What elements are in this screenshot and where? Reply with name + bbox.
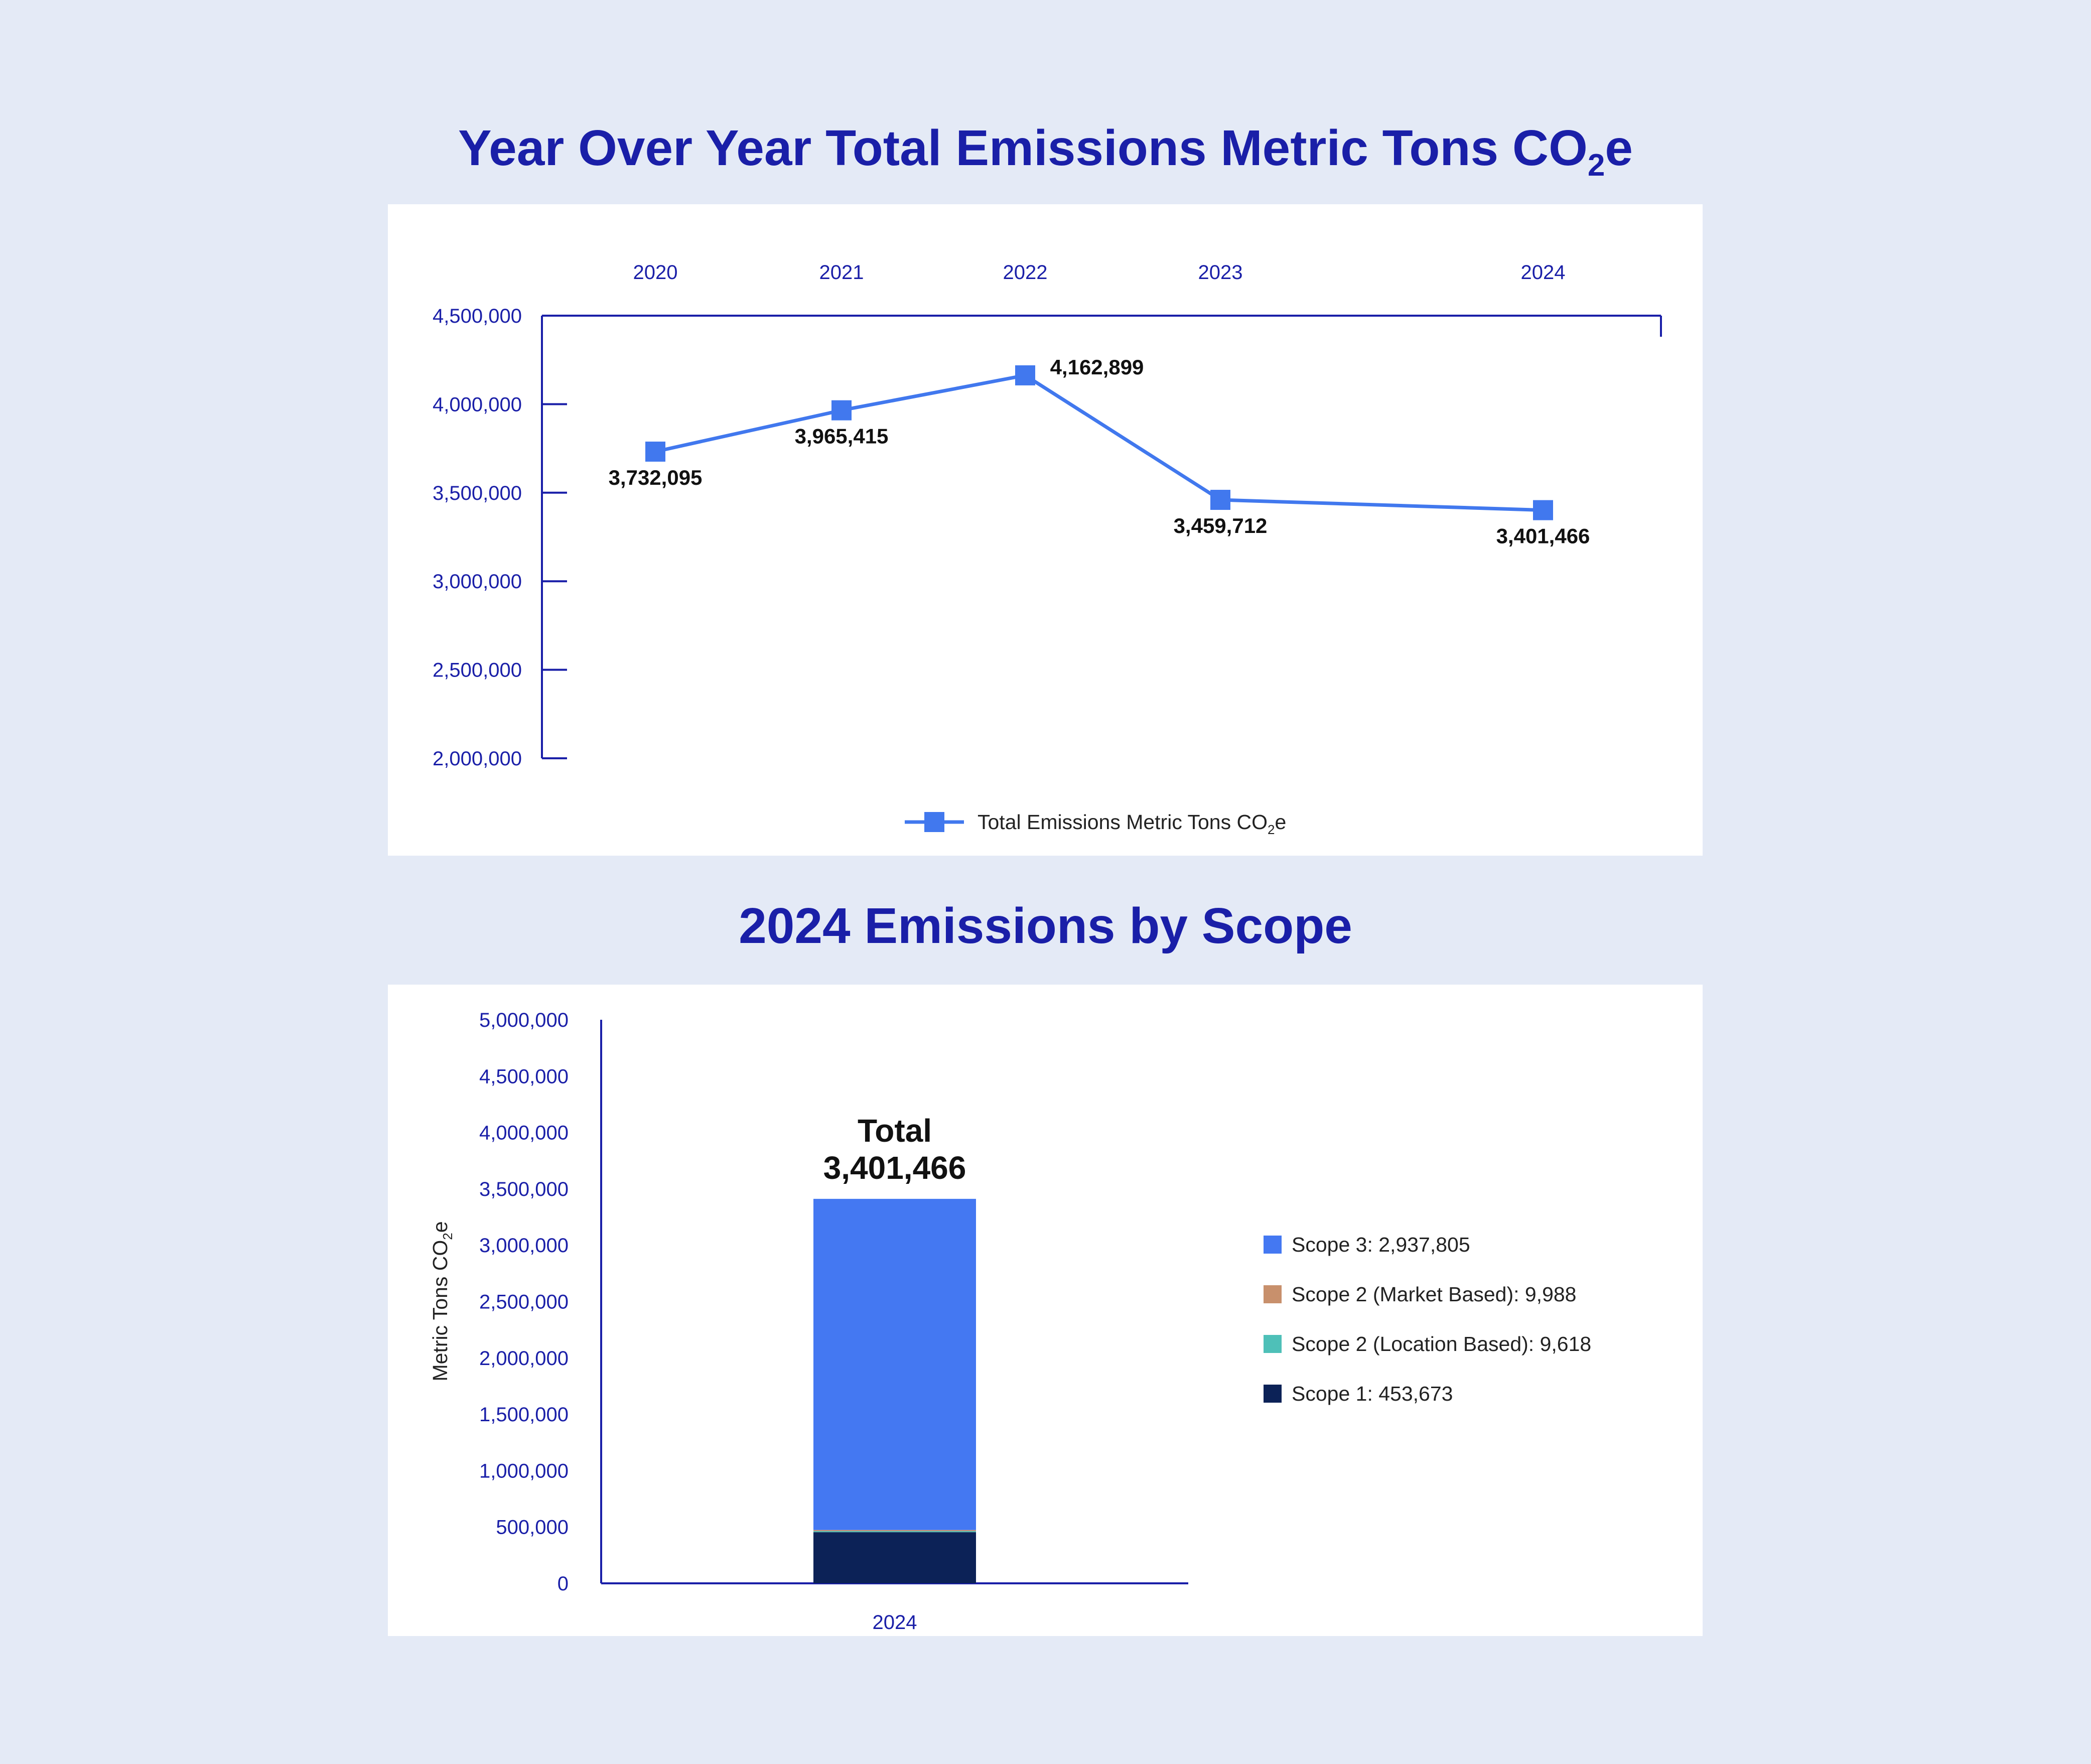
x-tick-label: 2024 <box>873 1611 917 1634</box>
data-label: 4,162,899 <box>1050 355 1144 379</box>
y-tick-label: 1,500,000 <box>479 1404 569 1426</box>
series-line <box>655 373 1544 512</box>
bar-segment-scope-2-location-based- <box>813 1531 976 1533</box>
y-tick-label: 4,000,000 <box>479 1122 569 1144</box>
y-tick-label: 4,500,000 <box>479 1065 569 1088</box>
y-tick-label: 3,500,000 <box>479 1178 569 1200</box>
legend-swatch <box>1264 1335 1282 1353</box>
x-tick-label: 2023 <box>1198 261 1243 284</box>
data-label: 3,965,415 <box>795 425 889 448</box>
y-tick-label: 3,000,000 <box>433 571 522 593</box>
data-point-marker <box>1533 500 1553 520</box>
y-axis-title: Metric Tons CO2e <box>429 1221 455 1381</box>
bar-chart-panel: 5,000,000 4,500,000 4,000,000 3,500,000 3,00… <box>388 985 1703 1636</box>
y-tick-label: 4,500,000 <box>433 305 522 327</box>
bar-segment-scope-1 <box>813 1532 976 1583</box>
legend-label: Total Emissions Metric Tons CO2e <box>978 810 1286 837</box>
legend-label: Scope 2 (Market Based): 9,988 <box>1292 1283 1576 1306</box>
x-tick-label: 2020 <box>633 261 678 284</box>
data-point-marker <box>1015 365 1035 385</box>
y-tick-label: 4,000,000 <box>433 393 522 416</box>
legend-swatch <box>1264 1236 1282 1254</box>
y-tick-label: 1,000,000 <box>479 1460 569 1482</box>
y-tick-label: 5,000,000 <box>479 1009 569 1031</box>
legend-marker <box>924 812 944 832</box>
y-tick-label: 2,500,000 <box>433 659 522 682</box>
bar-chart: 5,000,000 4,500,000 4,000,000 3,500,000 3,00… <box>429 1009 1591 1634</box>
legend-label: Scope 2 (Location Based): 9,618 <box>1292 1332 1591 1355</box>
y-tick-label: 0 <box>557 1573 569 1595</box>
bar-segment-scope-3 <box>813 1198 976 1530</box>
total-value: 3,401,466 <box>823 1150 966 1186</box>
line-chart-panel: 4,500,000 4,000,000 3,500,000 3,000,000 2,50… <box>388 204 1703 856</box>
data-point-marker <box>1210 490 1230 510</box>
data-point-marker <box>645 441 665 462</box>
y-tick-label: 3,000,000 <box>479 1235 569 1257</box>
y-tick-label: 2,500,000 <box>479 1291 569 1313</box>
legend-label: Scope 3: 2,937,805 <box>1292 1233 1470 1256</box>
bar-segment-scope-2-market-based- <box>813 1530 976 1531</box>
legend-label: Scope 1: 453,673 <box>1292 1382 1453 1405</box>
y-tick-label: 3,500,000 <box>433 482 522 504</box>
x-tick-label: 2021 <box>819 261 864 284</box>
x-tick-label: 2022 <box>1003 261 1048 284</box>
total-label: Total <box>858 1113 932 1149</box>
legend-swatch <box>1264 1285 1282 1303</box>
line-chart-title: Year Over Year Total Emissions Metric To… <box>458 120 1633 183</box>
line-chart: 4,500,000 4,000,000 3,500,000 3,000,000 2,50… <box>433 261 1662 837</box>
data-label: 3,459,712 <box>1174 514 1268 537</box>
x-tick-label: 2024 <box>1521 261 1566 284</box>
data-point-marker <box>831 400 852 421</box>
bar-chart-title: 2024 Emissions by Scope <box>739 898 1352 954</box>
y-tick-label: 500,000 <box>496 1517 569 1539</box>
y-tick-label: 2,000,000 <box>479 1347 569 1370</box>
y-tick-label: 2,000,000 <box>433 748 522 770</box>
data-label: 3,732,095 <box>609 466 703 489</box>
legend-swatch <box>1264 1385 1282 1403</box>
data-label: 3,401,466 <box>1496 524 1590 548</box>
